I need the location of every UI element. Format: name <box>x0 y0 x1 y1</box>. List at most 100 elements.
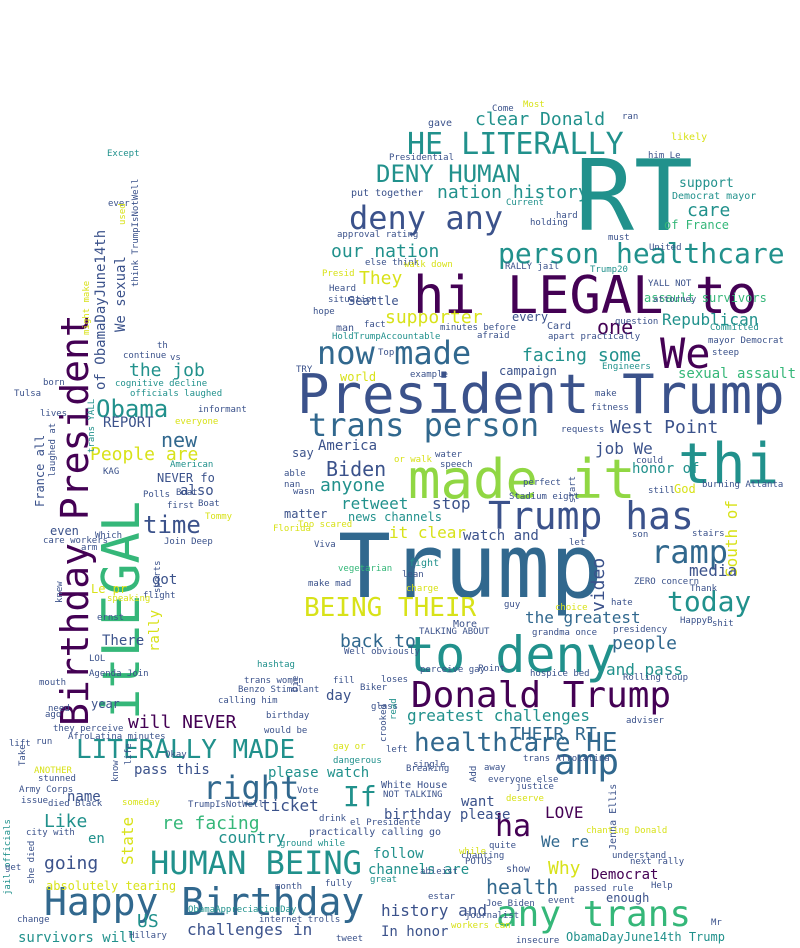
word: ZERO concern <box>634 577 700 587</box>
word: NOT TALKING <box>383 790 443 800</box>
word: We sexual <box>113 256 129 332</box>
word: Like <box>44 811 88 832</box>
word: Democrat mayor <box>672 191 757 202</box>
word: Presidential <box>389 153 455 163</box>
word: country <box>218 828 286 847</box>
word: Polls <box>143 490 171 500</box>
word: LOL <box>89 654 106 664</box>
word: internet trolls <box>259 915 341 925</box>
word: God <box>674 482 696 496</box>
word: please watch <box>268 765 370 781</box>
word: first <box>167 501 195 511</box>
word: our nation <box>331 241 440 262</box>
word: lean <box>402 570 424 580</box>
word: continue <box>123 351 167 361</box>
word: Joe Biden <box>486 899 535 909</box>
word: might make <box>82 280 92 335</box>
word: also <box>180 483 214 499</box>
word: Agenda Join <box>89 669 149 679</box>
word: Happy Birthday <box>44 880 365 924</box>
word: gay or <box>333 742 366 752</box>
word: Trump <box>338 515 603 618</box>
word: trans AfroLatina <box>523 754 610 764</box>
word: DENY HUMAN <box>376 160 521 188</box>
word: person healthcare <box>498 237 785 270</box>
word: Take <box>18 744 28 766</box>
word: steep <box>712 348 740 358</box>
word: back to <box>340 631 416 652</box>
word: the job <box>129 360 205 381</box>
word: likely <box>671 132 708 143</box>
word: trans person <box>308 406 540 444</box>
word: born <box>43 378 65 388</box>
word: one <box>597 315 634 339</box>
word: shit <box>712 619 734 629</box>
word: retweet <box>341 494 409 513</box>
word: President Trump <box>297 363 785 426</box>
word: anyone <box>320 475 386 496</box>
word: Vote <box>297 786 319 796</box>
word: Presid <box>322 269 355 279</box>
word: of ObamaDayJune14th <box>93 229 109 390</box>
word: think TrumpIsNotWell <box>131 178 141 287</box>
word: Engineers <box>602 362 651 372</box>
word: challenges in <box>187 920 313 939</box>
word: hi LEGAL to <box>413 266 758 326</box>
word: event <box>548 896 576 906</box>
word: Birthday President <box>53 314 97 726</box>
word: choice <box>555 603 588 613</box>
word: calling him <box>218 696 278 706</box>
word: example <box>410 370 448 380</box>
word: made it <box>408 448 636 511</box>
word: Florida <box>273 524 311 534</box>
word: Obama <box>96 395 169 423</box>
word: issue <box>21 796 49 806</box>
word: Stadium eight <box>509 492 580 502</box>
word: grandma once <box>532 628 598 638</box>
word: th <box>157 341 168 351</box>
word: perceive gay <box>420 665 486 675</box>
word: left <box>386 745 408 755</box>
word: Boat <box>176 488 198 498</box>
word: channels are <box>368 862 470 878</box>
word: Committed <box>710 323 759 333</box>
word: nan <box>284 480 301 490</box>
word: ran <box>622 112 639 122</box>
word: ago <box>45 710 62 720</box>
word: Tommy <box>205 512 233 522</box>
word: Okay <box>165 750 187 760</box>
word: birthday please <box>384 807 511 823</box>
word: glass <box>371 702 399 712</box>
word: run <box>36 737 53 747</box>
word: NEVER fo <box>157 471 215 485</box>
word: Jenna Ellis <box>608 783 619 850</box>
word: insecure <box>516 936 560 946</box>
word: it clear <box>389 523 467 542</box>
word: time <box>143 511 201 539</box>
word: deserve <box>506 794 544 804</box>
word: Breaking <box>406 764 450 774</box>
word: show <box>506 864 531 875</box>
word: fully <box>325 879 353 889</box>
word: stunned <box>38 774 76 784</box>
word: Le pr <box>91 582 128 596</box>
word: Current <box>506 198 544 208</box>
word: or walk <box>394 455 432 465</box>
word: Rolling Coup <box>623 673 689 683</box>
word: any trans <box>496 894 692 935</box>
word: Hillary <box>129 931 167 941</box>
word: day <box>326 688 352 704</box>
word: fight <box>409 558 440 569</box>
word: start <box>568 475 578 503</box>
word: need <box>48 704 70 714</box>
word: news channels <box>348 510 442 524</box>
word: wasn <box>293 487 315 497</box>
word: died Black <box>48 799 103 809</box>
word: and pass <box>606 660 684 679</box>
word: requests <box>561 425 605 435</box>
word: read <box>389 698 399 720</box>
word: change <box>17 915 50 925</box>
word: greatest challenges <box>407 706 591 725</box>
word: HoldTrumpAccountable <box>332 332 441 342</box>
